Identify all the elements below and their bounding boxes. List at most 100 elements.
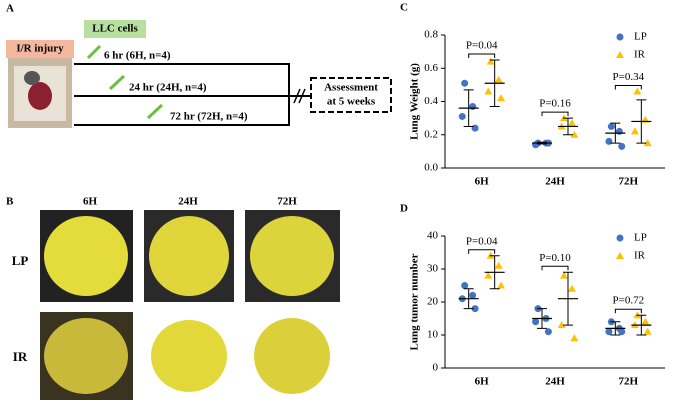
p-value: P=0.04 [466, 39, 498, 51]
mouse-head [24, 71, 40, 85]
column-label: 72H [277, 196, 297, 208]
data-point [618, 142, 626, 150]
y-tick-label: 40 [427, 230, 439, 242]
data-point [641, 317, 650, 325]
p-bracket [468, 53, 496, 58]
y-axis-label: Lung tumor number [409, 253, 421, 350]
p-value: P=0.04 [466, 235, 498, 247]
timeline [74, 63, 392, 126]
row-label: IR [13, 349, 28, 364]
p-bracket [614, 85, 642, 90]
injury-label: I/R injury [16, 43, 64, 55]
data-point [471, 124, 479, 132]
y-tick-label: 10 [427, 329, 439, 341]
lung-photos [40, 210, 340, 400]
panel-label: C [400, 2, 408, 14]
syringes [86, 44, 164, 120]
data-point [469, 102, 477, 110]
data-point [605, 137, 613, 145]
x-tick-label: 6H [475, 176, 490, 188]
column-label: 6H [83, 196, 98, 208]
error-bar [489, 255, 500, 290]
arm-label: 24 hr (24H, n=4) [129, 82, 207, 94]
data-point [458, 112, 466, 120]
y-tick-label: 0.2 [424, 128, 438, 140]
data-point [557, 321, 566, 329]
data-point [570, 334, 579, 342]
data-point [484, 271, 493, 279]
y-tick-label: 0 [433, 362, 439, 374]
y-tick-label: 20 [427, 296, 439, 308]
legend-marker [616, 252, 624, 259]
column-label: 24H [178, 196, 198, 208]
error-bar [636, 99, 647, 144]
y-tick-label: 0.0 [424, 162, 438, 174]
data-point [643, 327, 652, 335]
data-point [484, 87, 493, 95]
error-bar [610, 122, 621, 144]
legend-marker [616, 51, 624, 58]
data-point [618, 328, 626, 336]
error-bar [537, 308, 547, 329]
error-bar [563, 271, 573, 326]
error-bar [489, 59, 500, 107]
x-tick-label: 72H [619, 376, 639, 388]
data-point [486, 251, 495, 259]
data-point [461, 282, 469, 289]
legend-marker [616, 234, 624, 242]
assessment-label: at 5 weeks [327, 96, 376, 108]
error-bar [463, 89, 474, 127]
error-bar [463, 288, 474, 310]
panel-label: A [6, 3, 14, 15]
legend-label: IR [634, 250, 646, 262]
panel-label: B [6, 196, 14, 208]
data-point [568, 119, 576, 127]
panel-label: D [400, 203, 408, 215]
error-bar [610, 321, 621, 336]
y-tick-label: 30 [427, 263, 439, 275]
x-tick-label: 24H [545, 176, 565, 188]
data-point [471, 305, 479, 313]
data-point [605, 328, 613, 336]
data-point [607, 122, 615, 130]
x-tick-label: 6H [475, 376, 490, 388]
p-bracket [468, 249, 496, 254]
data-point [568, 284, 576, 292]
x-tick-label: 24H [545, 376, 565, 388]
data-point [643, 139, 652, 147]
y-tick-label: 0.4 [424, 95, 438, 107]
data-point [497, 94, 506, 102]
error-bar [636, 314, 647, 336]
legend-marker [616, 33, 624, 41]
data-point [494, 261, 503, 269]
arm-label: 72 hr (72H, n=4) [170, 111, 248, 123]
cells-box [84, 20, 146, 38]
row-label: LP [12, 253, 29, 268]
legend-label: LP [634, 232, 647, 244]
cells-label: LLC cells [92, 23, 138, 35]
p-bracket [541, 265, 569, 271]
data-point [633, 87, 642, 95]
y-axis-label: Lung Weight (g) [409, 63, 421, 140]
y-tick-label: 0.8 [424, 29, 438, 41]
data-point [497, 281, 506, 289]
data-point [494, 75, 503, 83]
p-value: P=0.72 [613, 295, 645, 307]
p-value: P=0.16 [539, 98, 571, 110]
mouse-organ [28, 82, 52, 110]
p-value: P=0.34 [613, 71, 645, 83]
x-tick-label: 72H [619, 176, 639, 188]
data-point [630, 127, 639, 135]
assessment-label: Assessment [324, 82, 378, 94]
p-bracket [614, 308, 642, 314]
error-bar [563, 117, 573, 136]
legend-label: LP [634, 31, 647, 43]
data-point [469, 291, 477, 299]
injury-box [6, 40, 74, 58]
data-point [544, 328, 552, 336]
error-bar [537, 141, 547, 145]
legend-label: IR [634, 49, 646, 61]
data-point [461, 79, 469, 87]
data-point [560, 271, 568, 279]
